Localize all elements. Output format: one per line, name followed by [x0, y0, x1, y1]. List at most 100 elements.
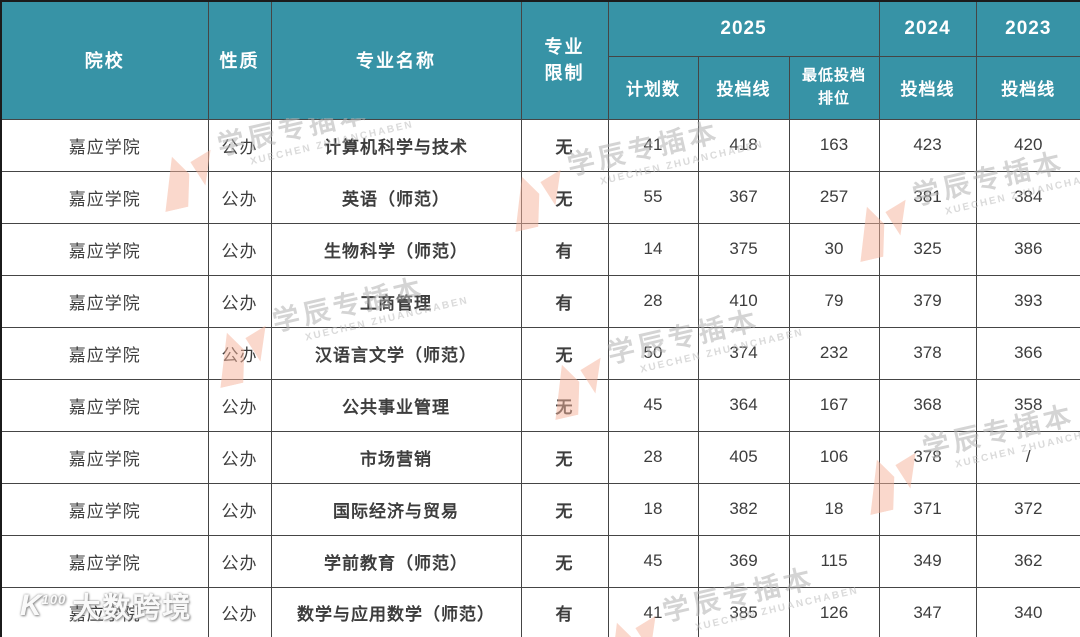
col-header-restriction: 专业限制	[520, 0, 609, 120]
line-2024-cell: 381	[878, 170, 977, 224]
line-2025-cell: 374	[697, 326, 790, 380]
institution-cell: 嘉应学院	[0, 118, 209, 172]
plan-count-cell: 18	[607, 482, 699, 536]
institution-cell: 嘉应学院	[0, 534, 209, 588]
line-2024-cell: 325	[878, 222, 977, 276]
col-header-plan-2025: 计划数	[607, 55, 699, 120]
nature-cell: 公办	[207, 534, 272, 588]
line-2024-cell: 378	[878, 326, 977, 380]
line-2023-cell: 384	[975, 170, 1080, 224]
line-2025-cell: 364	[697, 378, 790, 432]
table-row: 嘉应学院 公办 国际经济与贸易 无 18 382 18 371 372	[0, 482, 1080, 536]
col-header-major: 专业名称	[270, 0, 522, 120]
line-2024-cell: 378	[878, 430, 977, 484]
plan-count-cell: 45	[607, 378, 699, 432]
line-2024-cell: 423	[878, 118, 977, 172]
restriction-cell: 有	[520, 222, 609, 276]
major-cell: 汉语言文学（师范）	[270, 326, 522, 380]
institution-cell: 嘉应学院	[0, 222, 209, 276]
restriction-cell: 有	[520, 274, 609, 328]
plan-count-cell: 55	[607, 170, 699, 224]
nature-cell: 公办	[207, 118, 272, 172]
restriction-cell: 无	[520, 378, 609, 432]
institution-cell: 嘉应学院	[0, 274, 209, 328]
min-rank-cell: 79	[788, 274, 880, 328]
major-cell: 生物科学（师范）	[270, 222, 522, 276]
major-cell: 学前教育（师范）	[270, 534, 522, 588]
table-row: 嘉应学院 公办 数学与应用数学（师范） 有 41 385 126 347 340	[0, 586, 1080, 637]
line-2023-cell: 366	[975, 326, 1080, 380]
min-rank-cell: 126	[788, 586, 880, 637]
restriction-cell: 无	[520, 430, 609, 484]
min-rank-cell: 18	[788, 482, 880, 536]
line-2024-cell: 347	[878, 586, 977, 637]
nature-cell: 公办	[207, 430, 272, 484]
major-cell: 计算机科学与技术	[270, 118, 522, 172]
col-header-min-rank-label: 最低投档排位	[802, 67, 867, 107]
line-2023-cell: 372	[975, 482, 1080, 536]
year-group-2024: 2024	[878, 0, 977, 57]
col-header-institution: 院校	[0, 0, 209, 120]
line-2025-cell: 385	[697, 586, 790, 637]
major-cell: 市场营销	[270, 430, 522, 484]
table-row: 嘉应学院 公办 英语（师范） 无 55 367 257 381 384	[0, 170, 1080, 224]
major-cell: 国际经济与贸易	[270, 482, 522, 536]
min-rank-cell: 115	[788, 534, 880, 588]
min-rank-cell: 30	[788, 222, 880, 276]
table-row: 嘉应学院 公办 公共事业管理 无 45 364 167 368 358	[0, 378, 1080, 432]
nature-cell: 公办	[207, 222, 272, 276]
table-row: 嘉应学院 公办 汉语言文学（师范） 无 50 374 232 378 366	[0, 326, 1080, 380]
institution-cell: 嘉应学院	[0, 378, 209, 432]
institution-cell: 嘉应学院	[0, 586, 209, 637]
min-rank-cell: 257	[788, 170, 880, 224]
institution-cell: 嘉应学院	[0, 430, 209, 484]
col-header-nature: 性质	[207, 0, 272, 120]
header-row-sub: 计划数 投档线 最低投档排位 投档线 投档线	[1, 55, 1080, 120]
header-row-groups: 院校 性质 专业名称 专业限制 2025 2024 2023	[0, 0, 1080, 120]
plan-count-cell: 28	[607, 274, 699, 328]
line-2023-cell: 340	[975, 586, 1080, 637]
nature-cell: 公办	[207, 326, 272, 380]
nature-cell: 公办	[207, 170, 272, 224]
year-group-2023: 2023	[975, 0, 1080, 57]
line-2025-cell: 410	[697, 274, 790, 328]
restriction-cell: 无	[520, 118, 609, 172]
line-2024-cell: 368	[878, 378, 977, 432]
nature-cell: 公办	[207, 586, 272, 637]
line-2023-cell: 393	[975, 274, 1080, 328]
restriction-cell: 无	[520, 170, 609, 224]
line-2025-cell: 382	[697, 482, 790, 536]
min-rank-cell: 167	[788, 378, 880, 432]
nature-cell: 公办	[207, 378, 272, 432]
line-2025-cell: 405	[697, 430, 790, 484]
line-2024-cell: 379	[878, 274, 977, 328]
restriction-cell: 有	[520, 586, 609, 637]
line-2024-cell: 349	[878, 534, 977, 588]
plan-count-cell: 41	[607, 118, 699, 172]
line-2023-cell: /	[975, 430, 1080, 484]
nature-cell: 公办	[207, 274, 272, 328]
major-cell: 公共事业管理	[270, 378, 522, 432]
year-group-2025: 2025	[607, 0, 880, 57]
plan-count-cell: 50	[607, 326, 699, 380]
table-row: 嘉应学院 公办 工商管理 有 28 410 79 379 393	[0, 274, 1080, 328]
line-2023-cell: 386	[975, 222, 1080, 276]
min-rank-cell: 163	[788, 118, 880, 172]
major-cell: 英语（师范）	[270, 170, 522, 224]
col-header-line-2023: 投档线	[975, 55, 1080, 120]
min-rank-cell: 232	[788, 326, 880, 380]
line-2025-cell: 369	[697, 534, 790, 588]
table-row: 嘉应学院 公办 市场营销 无 28 405 106 378 /	[0, 430, 1080, 484]
plan-count-cell: 28	[607, 430, 699, 484]
nature-cell: 公办	[207, 482, 272, 536]
table-row: 嘉应学院 公办 生物科学（师范） 有 14 375 30 325 386	[0, 222, 1080, 276]
restriction-cell: 无	[520, 326, 609, 380]
plan-count-cell: 45	[607, 534, 699, 588]
institution-cell: 嘉应学院	[0, 170, 209, 224]
col-header-line-2024: 投档线	[878, 55, 977, 120]
major-cell: 工商管理	[270, 274, 522, 328]
line-2024-cell: 371	[878, 482, 977, 536]
table-row: 嘉应学院 公办 计算机科学与技术 无 41 418 163 423 420	[0, 118, 1080, 172]
